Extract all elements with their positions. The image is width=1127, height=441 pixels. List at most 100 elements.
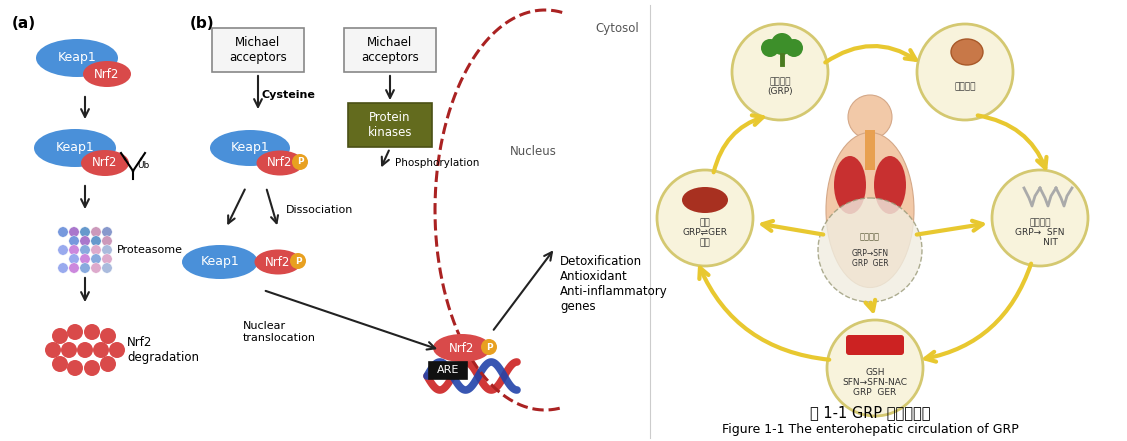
Circle shape: [827, 320, 923, 416]
Text: Phosphorylation: Phosphorylation: [394, 158, 479, 168]
Text: 氧化: 氧化: [700, 238, 710, 247]
Text: GRP→  SFN: GRP→ SFN: [1015, 228, 1065, 237]
Circle shape: [101, 236, 113, 246]
Circle shape: [917, 24, 1013, 120]
Text: ARE: ARE: [437, 365, 459, 375]
Text: Nrf2: Nrf2: [450, 341, 474, 355]
Text: SFN→SFN-NAC: SFN→SFN-NAC: [843, 378, 907, 387]
Ellipse shape: [255, 250, 302, 274]
Circle shape: [80, 254, 90, 264]
FancyBboxPatch shape: [846, 335, 904, 355]
Circle shape: [992, 170, 1088, 266]
Ellipse shape: [875, 156, 906, 214]
Text: Nrf2: Nrf2: [95, 67, 119, 81]
Circle shape: [80, 245, 90, 255]
Ellipse shape: [834, 156, 866, 214]
Text: Protein
kinases: Protein kinases: [367, 111, 412, 139]
Text: 超速率膜: 超速率膜: [1029, 218, 1050, 227]
Circle shape: [109, 342, 125, 358]
Text: Nucleus: Nucleus: [511, 145, 557, 158]
Text: GRP  GER: GRP GER: [853, 388, 897, 397]
Circle shape: [848, 95, 891, 139]
Circle shape: [91, 227, 101, 237]
Ellipse shape: [826, 132, 914, 288]
Circle shape: [52, 356, 68, 372]
Text: Nrf2: Nrf2: [265, 255, 291, 269]
Text: (GRP): (GRP): [767, 87, 792, 96]
Circle shape: [290, 253, 307, 269]
Text: Nrf2: Nrf2: [92, 157, 117, 169]
Ellipse shape: [34, 129, 116, 167]
Circle shape: [57, 245, 69, 255]
Circle shape: [761, 39, 779, 57]
Ellipse shape: [181, 245, 258, 279]
Ellipse shape: [36, 39, 118, 77]
Circle shape: [100, 328, 116, 344]
Text: (b): (b): [190, 16, 214, 31]
Circle shape: [94, 342, 109, 358]
Circle shape: [101, 227, 113, 237]
Text: Keap1: Keap1: [55, 142, 95, 154]
Circle shape: [481, 339, 497, 355]
Circle shape: [100, 356, 116, 372]
Text: Figure 1-1 The enterohepatic circulation of GRP: Figure 1-1 The enterohepatic circulation…: [721, 423, 1019, 437]
Text: GRP⇌GER: GRP⇌GER: [683, 228, 728, 237]
Circle shape: [91, 245, 101, 255]
FancyBboxPatch shape: [429, 362, 467, 378]
Circle shape: [45, 342, 61, 358]
Circle shape: [733, 24, 828, 120]
Text: P: P: [486, 343, 492, 351]
Text: 还原: 还原: [700, 218, 710, 227]
Text: Michael
acceptors: Michael acceptors: [361, 36, 419, 64]
Circle shape: [91, 263, 101, 273]
Text: Proteasome: Proteasome: [117, 245, 183, 255]
Text: Nrf2
degradation: Nrf2 degradation: [127, 336, 199, 364]
Text: 肠道菌酶: 肠道菌酶: [860, 232, 880, 242]
Circle shape: [69, 227, 79, 237]
Ellipse shape: [433, 334, 491, 362]
Text: P: P: [296, 157, 303, 167]
Text: Nrf2: Nrf2: [267, 157, 293, 169]
Text: P: P: [294, 257, 301, 265]
Text: Dissociation: Dissociation: [286, 205, 354, 215]
Circle shape: [69, 254, 79, 264]
Circle shape: [101, 263, 113, 273]
Text: Ub: Ub: [137, 161, 149, 169]
Ellipse shape: [682, 187, 728, 213]
FancyBboxPatch shape: [212, 28, 304, 72]
Circle shape: [818, 198, 922, 302]
FancyBboxPatch shape: [344, 28, 436, 72]
Text: (a): (a): [12, 16, 36, 31]
Circle shape: [101, 245, 113, 255]
Circle shape: [91, 254, 101, 264]
Circle shape: [66, 324, 83, 340]
Circle shape: [91, 236, 101, 246]
Circle shape: [57, 227, 69, 237]
Text: Cysteine: Cysteine: [261, 90, 316, 100]
Circle shape: [69, 263, 79, 273]
FancyBboxPatch shape: [348, 103, 432, 147]
Circle shape: [66, 360, 83, 376]
Text: Nuclear
translocation: Nuclear translocation: [243, 321, 316, 343]
Circle shape: [85, 324, 100, 340]
Circle shape: [80, 263, 90, 273]
Text: Keap1: Keap1: [57, 52, 97, 64]
Text: Keap1: Keap1: [231, 142, 269, 154]
Circle shape: [69, 236, 79, 246]
Circle shape: [85, 360, 100, 376]
Text: 少量吸收: 少量吸收: [955, 82, 976, 91]
FancyBboxPatch shape: [861, 138, 879, 156]
Circle shape: [101, 254, 113, 264]
Circle shape: [292, 154, 308, 170]
Circle shape: [786, 39, 804, 57]
Ellipse shape: [210, 130, 290, 166]
Circle shape: [80, 236, 90, 246]
Text: Michael
acceptors: Michael acceptors: [229, 36, 287, 64]
Circle shape: [52, 328, 68, 344]
Text: Detoxification
Antioxidant
Anti-inflammatory
genes: Detoxification Antioxidant Anti-inflamma…: [560, 255, 668, 313]
Ellipse shape: [81, 150, 128, 176]
Circle shape: [77, 342, 94, 358]
Text: 图 1-1 GRP 的肠肝循环: 图 1-1 GRP 的肠肝循环: [810, 406, 930, 421]
Text: GSH: GSH: [866, 368, 885, 377]
FancyBboxPatch shape: [866, 130, 875, 170]
